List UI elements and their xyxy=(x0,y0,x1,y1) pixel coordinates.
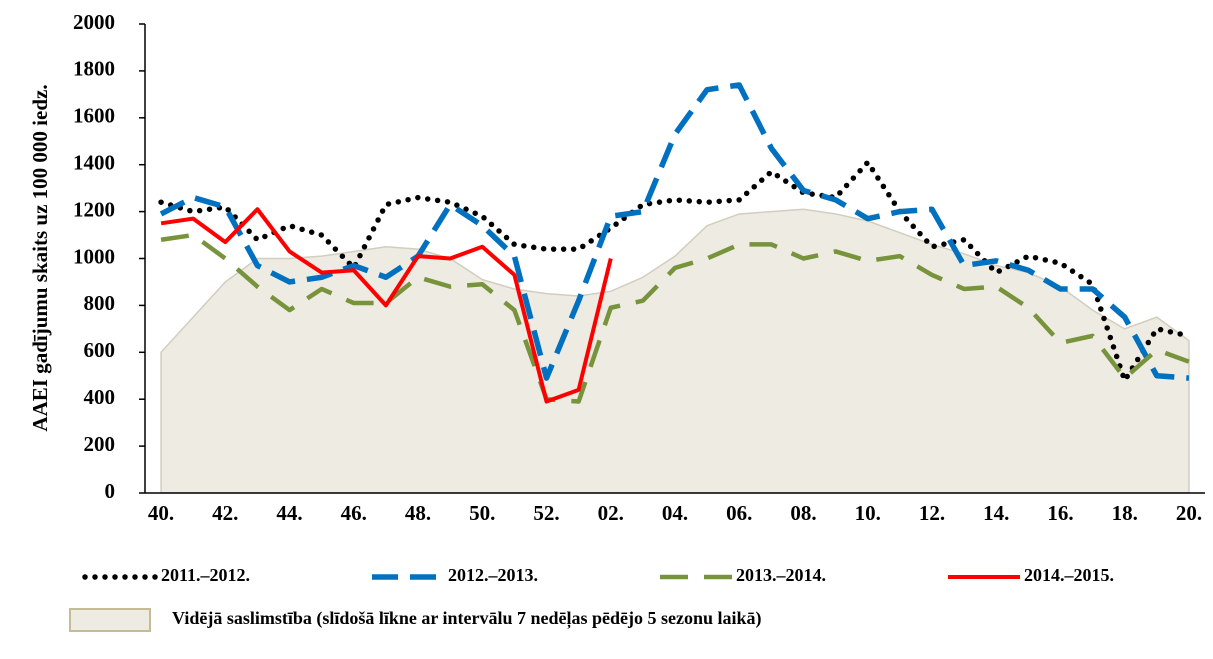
legend-label: 2011.–2012. xyxy=(161,565,250,585)
series-line xyxy=(160,232,1190,404)
x-tick-label: 10. xyxy=(855,501,881,525)
y-tick-label: 1800 xyxy=(73,57,115,81)
x-tick-label: 44. xyxy=(276,501,302,525)
series-line xyxy=(159,82,1190,381)
legend-label: 2014.–2015. xyxy=(1024,565,1114,585)
x-tick-label: 42. xyxy=(212,501,238,525)
x-tick-label: 48. xyxy=(405,501,431,525)
legend-label: Vidējā saslimstība (slīdošā līkne ar int… xyxy=(172,608,762,629)
x-tick-label: 46. xyxy=(341,501,367,525)
x-tick-label: 52. xyxy=(533,501,559,525)
y-tick-label: 0 xyxy=(105,479,116,503)
y-tick-label: 2000 xyxy=(73,10,115,34)
y-tick-label: 600 xyxy=(84,338,116,362)
legend-swatch xyxy=(69,608,151,632)
x-tick-label: 18. xyxy=(1112,501,1138,525)
y-tick-label: 800 xyxy=(84,291,116,315)
y-tick-label: 1400 xyxy=(73,151,115,175)
x-tick-label: 40. xyxy=(148,501,174,525)
y-axis-label: AAEI gadījumu skaits uz 100 000 iedz. xyxy=(28,84,52,431)
y-tick-label: 400 xyxy=(84,385,116,409)
average-area xyxy=(160,208,1190,494)
x-tick-label: 50. xyxy=(469,501,495,525)
x-tick-label: 04. xyxy=(662,501,688,525)
x-tick-label: 14. xyxy=(983,501,1009,525)
legend-label: 2012.–2013. xyxy=(448,565,538,585)
y-tick-label: 1200 xyxy=(73,197,115,221)
x-tick-label: 16. xyxy=(1047,501,1073,525)
series-line xyxy=(160,207,613,404)
y-tick-label: 1600 xyxy=(73,104,115,128)
series-line xyxy=(158,159,1192,384)
x-tick-label: 02. xyxy=(598,501,624,525)
x-tick-label: 12. xyxy=(919,501,945,525)
y-tick-label: 200 xyxy=(84,432,116,456)
x-tick-label: 06. xyxy=(726,501,752,525)
y-tick-label: 1000 xyxy=(73,244,115,268)
x-tick-label: 08. xyxy=(790,501,816,525)
x-tick-label: 20. xyxy=(1176,501,1202,525)
legend-label: 2013.–2014. xyxy=(736,565,826,585)
